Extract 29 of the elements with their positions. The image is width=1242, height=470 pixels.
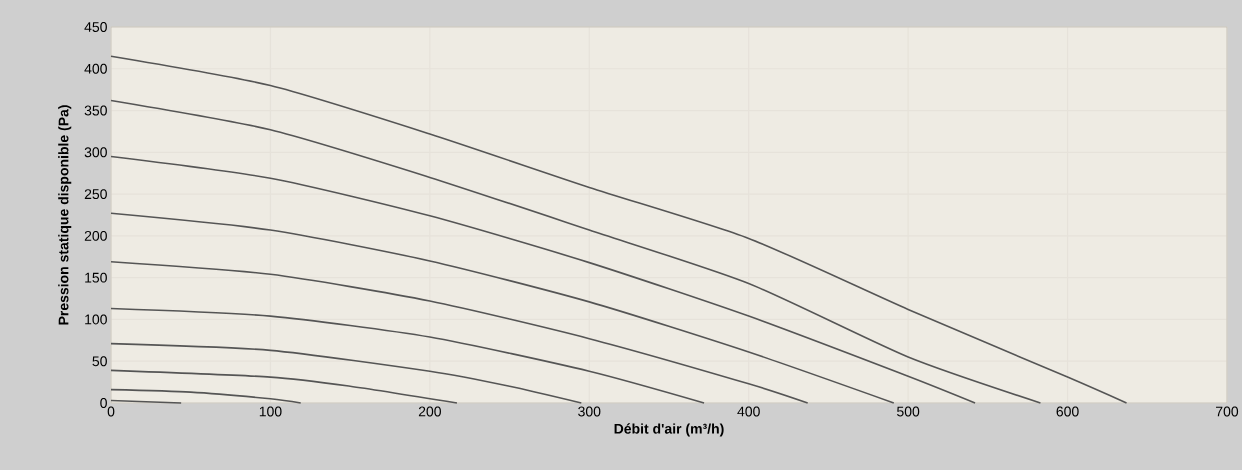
y-tick-label: 0 [100, 398, 107, 408]
x-tick-label: 600 [1056, 406, 1079, 417]
x-tick-label: 0 [107, 406, 115, 417]
line-series [110, 342, 583, 404]
y-tick-label: 450 [84, 22, 107, 32]
line-series [110, 99, 1042, 404]
y-tick-label: 350 [84, 105, 107, 116]
x-tick-label: 500 [897, 406, 920, 417]
y-tick-label: 150 [85, 272, 107, 283]
y-tick-label: 50 [92, 356, 107, 367]
x-tick-label: 200 [418, 406, 441, 417]
x-tick-label: 400 [737, 406, 760, 417]
x-axis-title: Débit d'air (m³/h) [614, 423, 724, 437]
line-series [110, 55, 1128, 404]
line-series [110, 388, 302, 404]
x-tick-label: 700 [1216, 406, 1239, 417]
y-tick-label: 400 [84, 63, 107, 74]
x-tick-label: 100 [259, 406, 282, 417]
line-series [110, 212, 895, 404]
y-tick-label: 200 [84, 230, 107, 241]
y-tick-label: 100 [85, 314, 107, 325]
line-series [110, 260, 809, 404]
line-series [110, 155, 976, 404]
x-tick-label: 300 [578, 406, 601, 417]
line-series [110, 369, 458, 404]
y-axis-title: Pression statique disponible (Pa) [58, 105, 72, 325]
line-series [110, 307, 705, 404]
y-tick-label: 300 [84, 147, 107, 158]
y-tick-label: 250 [84, 189, 107, 200]
